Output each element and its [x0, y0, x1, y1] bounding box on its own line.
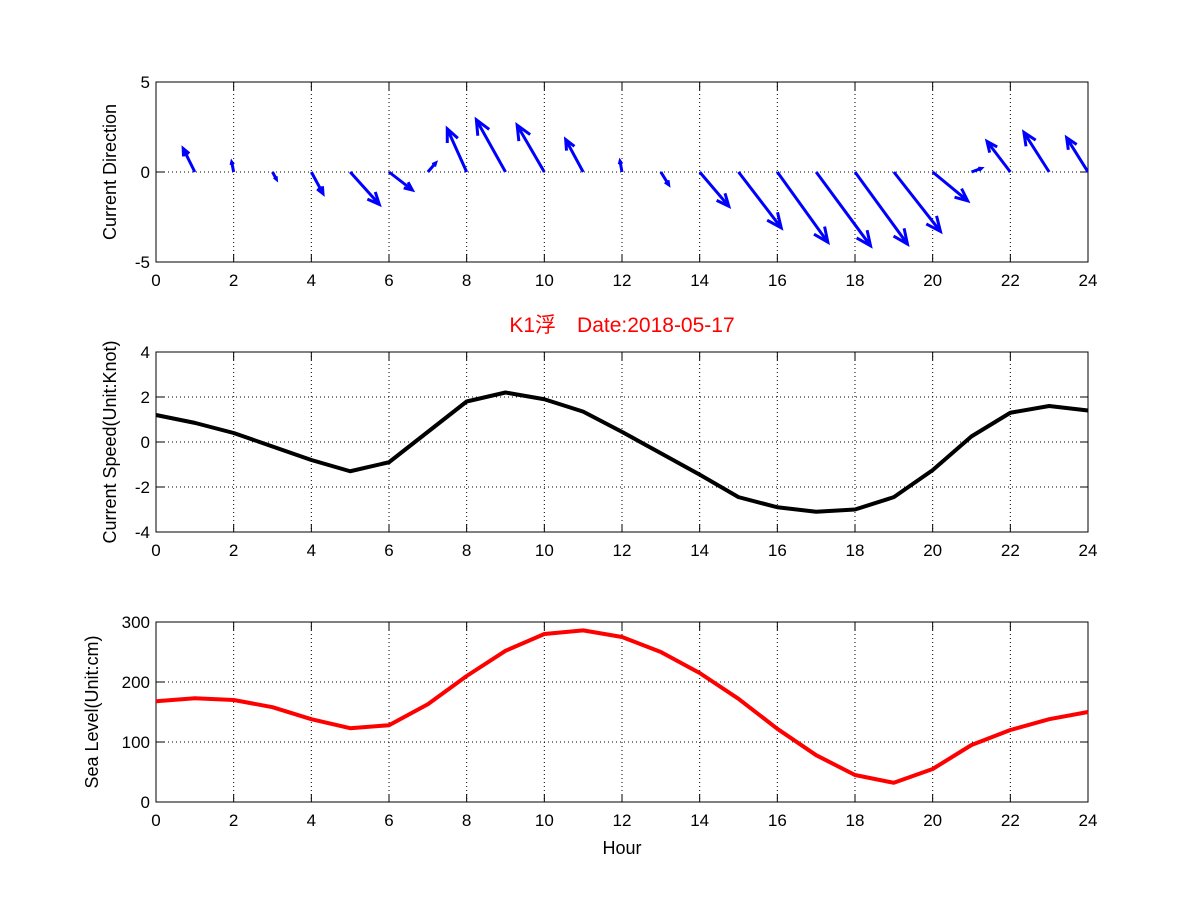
direction-arrow-7 [445, 125, 469, 173]
speed-x-tick-label: 6 [384, 541, 393, 560]
direction-arrow-6 [426, 160, 439, 173]
sea-level-x-tick-label: 20 [923, 811, 942, 830]
direction-arrow-3 [310, 171, 325, 197]
sea-level-series-line [155, 628, 1089, 785]
direction-arrow-16 [814, 171, 873, 249]
direction-y-tick-label: 5 [141, 73, 150, 92]
direction-x-tick-label: 6 [384, 271, 393, 290]
direction-arrow-0 [181, 145, 197, 173]
direction-y-tick-label: -5 [135, 253, 150, 272]
direction-x-tick-label: 2 [229, 271, 238, 290]
direction-arrow-23 [1064, 134, 1088, 173]
direction-arrow-20 [970, 166, 985, 174]
speed-x-tick-label: 24 [1079, 541, 1098, 560]
sea-level-y-tick-label: 100 [122, 733, 150, 752]
speed-x-tick-label: 2 [229, 541, 238, 560]
direction-arrow-9 [515, 122, 546, 173]
speed-x-tick-label: 12 [613, 541, 632, 560]
sea-level-x-tick-label: 10 [535, 811, 554, 830]
direction-x-tick-label: 22 [1001, 271, 1020, 290]
current-direction-panel: 0 2 4 6 8 10 12 14 16 18 20 22 24-505 [135, 73, 1098, 290]
direction-x-tick-label: 10 [535, 271, 554, 290]
sea-level-x-tick-label: 22 [1001, 811, 1020, 830]
direction-x-tick-label: 14 [690, 271, 709, 290]
sea-level-x-tick-label: 8 [462, 811, 471, 830]
speed-x-tick-label: 8 [462, 541, 471, 560]
direction-x-tick-label: 8 [462, 271, 471, 290]
speed-x-tick-label: 14 [690, 541, 709, 560]
speed-x-tick-label: 16 [768, 541, 787, 560]
direction-arrow-22 [1021, 129, 1051, 173]
sea-level-y-tick-label: 300 [122, 613, 150, 632]
sea-level-y-tick-label: 200 [122, 673, 150, 692]
sea-level-x-tick-label: 24 [1079, 811, 1098, 830]
chart-title: K1浮 Date:2018-05-17 [509, 314, 734, 337]
direction-x-tick-label: 18 [846, 271, 865, 290]
direction-arrow-14 [737, 171, 784, 231]
sea-level-x-tick-label: 18 [846, 811, 865, 830]
direction-x-tick-label: 0 [151, 271, 160, 290]
speed-y-tick-label: -4 [135, 523, 150, 542]
speed-x-tick-label: 18 [846, 541, 865, 560]
direction-arrow-1 [229, 158, 236, 173]
sea-level-y-tick-label: 0 [141, 793, 150, 812]
direction-arrow-11 [617, 157, 624, 173]
sea-level-x-tick-label: 16 [768, 811, 787, 830]
direction-arrow-2 [271, 171, 279, 183]
direction-arrows [181, 116, 1088, 249]
direction-arrow-5 [388, 170, 416, 193]
speed-x-tick-label: 10 [535, 541, 554, 560]
direction-x-tick-label: 12 [613, 271, 632, 290]
speed-y-tick-label: 0 [141, 433, 150, 452]
direction-x-tick-label: 24 [1079, 271, 1098, 290]
sea-level-x-tick-label: 14 [690, 811, 709, 830]
speed-series-line [155, 390, 1089, 514]
sea-level-x-tick-label: 2 [229, 811, 238, 830]
direction-arrow-21 [984, 138, 1012, 173]
speed-x-tick-label: 22 [1001, 541, 1020, 560]
direction-arrow-13 [698, 171, 732, 210]
speed-y-tick-label: -2 [135, 478, 150, 497]
sea-level-x-tick-label: 4 [307, 811, 316, 830]
speed-x-tick-label: 4 [307, 541, 316, 560]
sea-level-y-axis-label: Sea Level(Unit:cm) [82, 635, 102, 788]
direction-arrow-8 [474, 116, 507, 173]
direction-arrow-17 [853, 171, 910, 247]
direction-arrow-4 [349, 170, 382, 208]
direction-arrow-10 [563, 136, 585, 173]
direction-arrow-12 [659, 171, 671, 188]
speed-y-tick-label: 4 [141, 343, 150, 362]
direction-arrow-18 [892, 171, 943, 235]
direction-x-tick-label: 20 [923, 271, 942, 290]
x-axis-label: Hour [602, 838, 641, 858]
speed-y-axis-label: Current Speed(Unit:Knot) [100, 340, 120, 543]
speed-x-tick-label: 0 [151, 541, 160, 560]
direction-x-tick-label: 4 [307, 271, 316, 290]
direction-x-tick-label: 16 [768, 271, 787, 290]
direction-arrow-19 [931, 170, 971, 204]
direction-y-tick-label: 0 [141, 163, 150, 182]
sea-level-x-tick-label: 12 [613, 811, 632, 830]
speed-x-tick-label: 20 [923, 541, 942, 560]
sea-level-x-tick-label: 0 [151, 811, 160, 830]
direction-y-axis-label: Current Direction [100, 104, 120, 240]
sea-level-x-tick-label: 6 [384, 811, 393, 830]
direction-arrow-15 [776, 171, 830, 246]
speed-y-tick-label: 2 [141, 388, 150, 407]
